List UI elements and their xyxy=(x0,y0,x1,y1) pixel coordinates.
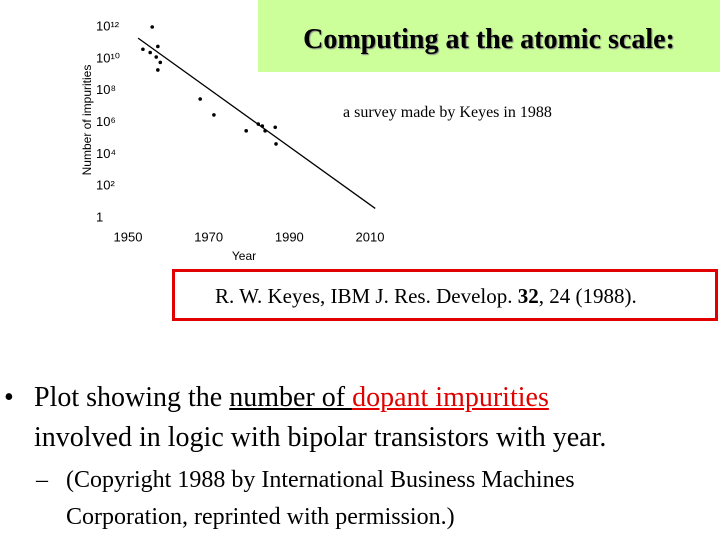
x-tick-label: 2010 xyxy=(356,229,385,244)
data-point xyxy=(156,68,160,72)
underlined-text: number of xyxy=(229,382,353,413)
subtitle: a survey made by Keyes in 1988 xyxy=(343,104,552,121)
highlighted-text: dopant impurities xyxy=(352,382,549,413)
title: Computing at the atomic scale: xyxy=(303,24,675,55)
sub-bullet: – (Copyright 1988 by International Busine… xyxy=(36,462,686,536)
y-tick-label: 10² xyxy=(96,178,115,193)
x-tick-label: 1950 xyxy=(114,229,143,244)
bullet-dot: • xyxy=(4,382,14,413)
y-tick-label: 10⁶ xyxy=(96,114,116,129)
citation: R. W. Keyes, IBM J. Res. Develop. 32, 24… xyxy=(215,284,637,309)
sub-bullet-dash: – xyxy=(36,467,48,493)
data-point xyxy=(244,129,248,133)
x-tick-label: 1970 xyxy=(194,229,223,244)
data-point xyxy=(260,124,265,128)
data-point xyxy=(273,125,278,130)
x-axis-label: Year xyxy=(232,249,256,263)
y-tick-label: 10⁸ xyxy=(96,82,116,97)
bullet: • Plot showing the number of dopant impur… xyxy=(4,378,644,458)
data-point xyxy=(141,47,145,52)
sub-bullet-text: (Copyright 1988 by International Busines… xyxy=(66,467,575,530)
y-tick-label: 10⁴ xyxy=(96,146,116,161)
citation-text: , 24 (1988). xyxy=(538,284,637,308)
bullet-text: Plot showing the number of dopant impuri… xyxy=(34,378,644,458)
y-tick-label: 10¹² xyxy=(96,18,120,33)
data-point xyxy=(198,97,202,101)
data-point xyxy=(148,50,152,55)
data-point xyxy=(156,44,160,49)
data-point xyxy=(212,113,216,117)
x-tick-label: 1990 xyxy=(275,229,304,244)
data-point xyxy=(274,142,278,146)
y-tick-label: 10¹⁰ xyxy=(96,50,120,65)
data-point xyxy=(158,60,163,65)
data-point xyxy=(263,129,267,133)
data-point xyxy=(256,122,261,126)
text: Plot showing the xyxy=(34,382,230,413)
chart: 1 10² 10⁴ 10⁶ 10⁸ 10¹⁰ 10¹² 1950 1970 1990 2010 Yea… xyxy=(80,18,385,263)
title-box: Computing at the atomic scale: xyxy=(258,0,720,72)
y-axis-label: Number of impurities xyxy=(80,65,94,176)
text: involved in logic with bipolar transisto… xyxy=(34,422,607,453)
data-point xyxy=(150,25,154,29)
citation-volume: 32 xyxy=(517,284,539,308)
citation-text: R. W. Keyes, IBM J. Res. Develop. xyxy=(215,284,518,308)
y-tick-label: 1 xyxy=(96,209,103,224)
data-point xyxy=(154,55,159,59)
citation-box: R. W. Keyes, IBM J. Res. Develop. 32, 24… xyxy=(172,269,718,321)
